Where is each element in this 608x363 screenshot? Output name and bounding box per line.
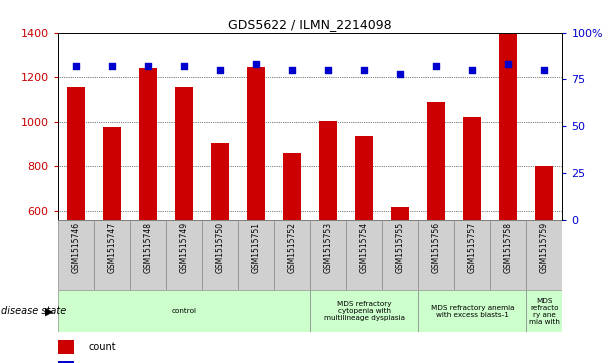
Bar — [58, 220, 94, 290]
Bar — [94, 220, 130, 290]
Bar — [175, 87, 193, 220]
Point — [395, 71, 405, 77]
Bar — [463, 117, 482, 220]
Bar — [166, 220, 202, 290]
Point — [359, 67, 369, 73]
Bar — [103, 127, 121, 220]
Bar — [319, 121, 337, 220]
Bar — [283, 153, 301, 220]
Point — [71, 64, 81, 69]
Text: MDS refractory
cytopenia with
multilineage dysplasia: MDS refractory cytopenia with multilinea… — [323, 301, 405, 321]
Point — [143, 64, 153, 69]
Text: GSM1515748: GSM1515748 — [143, 222, 153, 273]
Text: GSM1515757: GSM1515757 — [468, 222, 477, 273]
Point — [179, 64, 188, 69]
Text: GSM1515751: GSM1515751 — [252, 222, 260, 273]
Bar — [355, 136, 373, 220]
Bar — [391, 207, 409, 220]
Bar — [211, 143, 229, 220]
Bar — [310, 220, 346, 290]
Text: GSM1515752: GSM1515752 — [288, 222, 297, 273]
Text: MDS
refracto
ry ane
mia with: MDS refracto ry ane mia with — [529, 298, 560, 325]
Bar — [427, 102, 445, 220]
Text: MDS refractory anemia
with excess blasts-1: MDS refractory anemia with excess blasts… — [430, 305, 514, 318]
Text: GSM1515747: GSM1515747 — [108, 222, 116, 273]
Bar — [536, 166, 553, 220]
Bar — [130, 220, 166, 290]
Text: GSM1515758: GSM1515758 — [504, 222, 513, 273]
Bar — [58, 361, 74, 363]
Bar — [139, 68, 157, 220]
Bar — [346, 220, 382, 290]
Bar — [238, 220, 274, 290]
Text: control: control — [171, 308, 196, 314]
Text: GSM1515750: GSM1515750 — [215, 222, 224, 273]
Point — [503, 62, 513, 68]
Point — [215, 67, 225, 73]
Bar — [418, 290, 527, 332]
Text: GSM1515759: GSM1515759 — [540, 222, 549, 273]
Bar — [382, 220, 418, 290]
Text: GSM1515746: GSM1515746 — [71, 222, 80, 273]
Bar — [58, 290, 310, 332]
Text: disease state: disease state — [1, 306, 66, 316]
Bar — [310, 290, 418, 332]
Bar — [527, 290, 562, 332]
Bar — [499, 34, 517, 220]
Bar — [202, 220, 238, 290]
Text: GSM1515755: GSM1515755 — [396, 222, 405, 273]
Title: GDS5622 / ILMN_2214098: GDS5622 / ILMN_2214098 — [228, 19, 392, 32]
Bar — [490, 220, 527, 290]
Text: GSM1515749: GSM1515749 — [179, 222, 188, 273]
Bar — [58, 340, 74, 354]
Point — [468, 67, 477, 73]
Text: GSM1515756: GSM1515756 — [432, 222, 441, 273]
Bar — [527, 220, 562, 290]
Bar — [247, 67, 265, 220]
Text: GSM1515753: GSM1515753 — [323, 222, 333, 273]
Point — [323, 67, 333, 73]
Text: ▶: ▶ — [45, 306, 54, 316]
Point — [251, 62, 261, 68]
Bar — [67, 87, 85, 220]
Bar — [418, 220, 454, 290]
Point — [539, 67, 549, 73]
Point — [431, 64, 441, 69]
Bar — [274, 220, 310, 290]
Point — [107, 64, 117, 69]
Text: count: count — [88, 342, 116, 352]
Point — [287, 67, 297, 73]
Text: GSM1515754: GSM1515754 — [360, 222, 368, 273]
Bar — [454, 220, 490, 290]
